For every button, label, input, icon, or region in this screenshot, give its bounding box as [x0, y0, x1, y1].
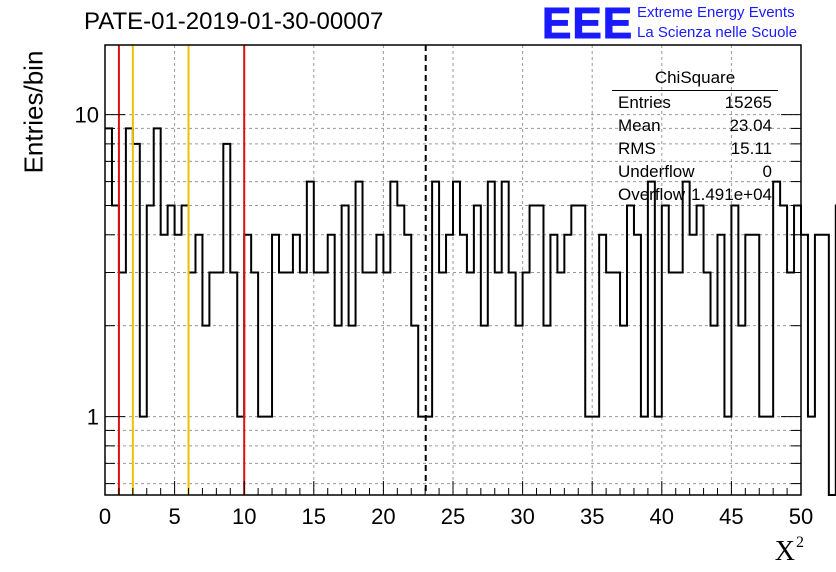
- logo-line-1: Extreme Energy Events: [637, 4, 795, 21]
- stats-value: 15265: [724, 93, 772, 112]
- stats-key: Mean: [618, 116, 661, 135]
- stats-value: 0: [762, 162, 772, 181]
- stats-row-underflow: Underflow 0: [612, 160, 778, 183]
- stats-row-entries: Entries 15265: [612, 91, 778, 114]
- x-tick-label: 10: [232, 504, 256, 529]
- eee-logo-icon: EEE: [541, 0, 634, 48]
- x-axis-label-superscript: 2: [796, 534, 804, 551]
- x-tick-label: 30: [510, 504, 534, 529]
- stats-row-overflow: Overflow 1.491e+04: [612, 183, 778, 206]
- stats-header: ChiSquare: [612, 66, 778, 91]
- x-tick-label: 45: [719, 504, 743, 529]
- stats-value: 1.491e+04: [691, 185, 772, 204]
- x-tick-label: 15: [302, 504, 326, 529]
- x-axis-label-base: X: [774, 536, 795, 567]
- y-tick-label: 10: [75, 103, 99, 128]
- x-tick-label: 0: [99, 504, 111, 529]
- histogram-line: [105, 127, 836, 496]
- stats-key: RMS: [618, 139, 656, 158]
- stats-row-mean: Mean 23.04: [612, 114, 778, 137]
- x-tick-label: 25: [441, 504, 465, 529]
- stats-value: 23.04: [729, 116, 772, 135]
- x-tick-label: 50: [789, 504, 813, 529]
- chart-title: PATE-01-2019-01-30-00007: [84, 8, 384, 35]
- x-tick-label: 5: [168, 504, 180, 529]
- stats-row-rms: RMS 15.11: [612, 137, 778, 160]
- x-tick-label: 35: [580, 504, 604, 529]
- y-axis-label: Entries/bin: [18, 50, 49, 174]
- x-tick-label: 40: [650, 504, 674, 529]
- y-tick-label: 1: [87, 405, 99, 430]
- stats-key: Overflow: [618, 185, 686, 204]
- stats-key: Underflow: [618, 162, 695, 181]
- stats-box: ChiSquare Entries 15265 Mean 23.04 RMS 1…: [612, 66, 778, 206]
- logo-line-2: La Scienza nelle Scuole: [637, 24, 798, 41]
- stats-value: 15.11: [730, 139, 772, 158]
- stats-key: Entries: [618, 93, 671, 112]
- x-axis-label: X2: [775, 534, 804, 568]
- x-tick-label: 20: [371, 504, 395, 529]
